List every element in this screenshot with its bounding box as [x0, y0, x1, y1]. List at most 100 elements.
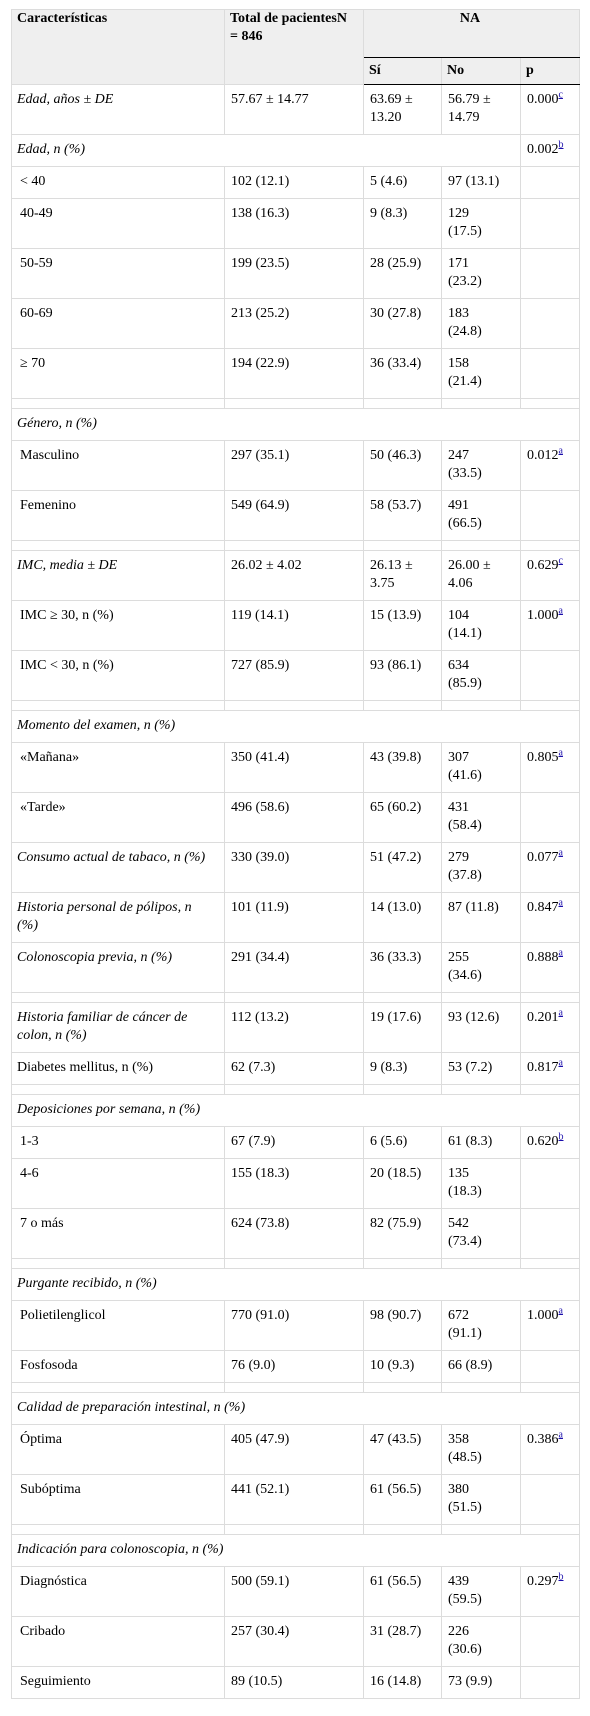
spacer-cell: [11, 398, 225, 409]
value-cell: 255 (34.6): [441, 942, 521, 993]
p-value: 0.620: [527, 1134, 559, 1149]
spacer-cell: [441, 540, 521, 551]
spacer-cell: [224, 540, 364, 551]
spacer-cell: [363, 992, 442, 1003]
value-cell: 330 (39.0): [224, 842, 364, 893]
table-body: Edad, años ± DE 57.67 ± 14.77 63.69 ± 13.2…: [10, 84, 581, 1699]
footnote-link[interactable]: a: [558, 747, 563, 759]
p-cell: 0.817a: [519, 1052, 581, 1085]
footnote-link[interactable]: a: [558, 1057, 563, 1069]
row-label: 7 o más: [11, 1208, 225, 1259]
row-label: «Tarde»: [11, 792, 225, 843]
value-cell: 9 (8.3): [363, 1052, 442, 1085]
value-cell: 624 (73.8): [224, 1208, 364, 1259]
footnote: a: [559, 1007, 563, 1018]
value-cell: 15 (13.9): [363, 600, 442, 651]
table-row: Calidad de preparación intestinal, n (%): [10, 1392, 581, 1425]
footnote: a: [559, 605, 563, 616]
p-cell: [519, 1474, 581, 1525]
p-cell: [519, 1208, 581, 1259]
row-label: Masculino: [11, 440, 225, 491]
spacer-cell: [441, 1524, 521, 1535]
table-row: 1-3 67 (7.9) 6 (5.6) 61 (8.3) 0.620b: [11, 1126, 581, 1159]
spacer-cell: [441, 1258, 521, 1269]
value-cell: 431 (58.4): [441, 792, 521, 843]
table-row: «Tarde» 496 (58.6) 65 (60.2) 431 (58.4): [11, 792, 581, 843]
spacer-cell: [519, 1382, 581, 1393]
value-cell: 279 (37.8): [441, 842, 521, 893]
spacer-cell: [11, 1258, 225, 1269]
value-cell: 36 (33.3): [363, 942, 442, 993]
data-table: Características Total de pacientesN = 84…: [10, 9, 581, 1699]
value-cell: 102 (12.1): [224, 166, 364, 199]
footnote-link[interactable]: a: [558, 1007, 563, 1019]
spacer-cell: [363, 540, 442, 551]
row-label: 60-69: [11, 298, 225, 349]
row-label: «Mañana»: [11, 742, 225, 793]
footnote-link[interactable]: b: [558, 1131, 564, 1143]
spacer-cell: [441, 398, 521, 409]
table-row: 7 o más 624 (73.8) 82 (75.9) 542 (73.4): [11, 1208, 581, 1259]
row-label: 1-3: [11, 1126, 225, 1159]
footnote-link[interactable]: a: [558, 1305, 563, 1317]
footnote-link[interactable]: a: [558, 1429, 563, 1441]
footnote-link[interactable]: a: [558, 445, 563, 457]
value-cell: 9 (8.3): [363, 198, 442, 249]
table-row: IMC, media ± DE 26.02 ± 4.02 26.13 ± 3.75 2…: [11, 550, 581, 601]
row-label: 4-6: [11, 1158, 225, 1209]
spacer-cell: [519, 700, 581, 711]
table-row: Edad, años ± DE 57.67 ± 14.77 63.69 ± 13.2…: [11, 84, 581, 135]
header-cell: p: [519, 57, 581, 85]
row-label: IMC ≥ 30, n (%): [11, 600, 225, 651]
value-cell: 14 (13.0): [363, 892, 442, 943]
footnote-link[interactable]: a: [558, 605, 563, 617]
row-label: Femenino: [11, 490, 225, 541]
value-cell: 16 (14.8): [363, 1666, 442, 1699]
p-cell: [519, 792, 581, 843]
footnote-link[interactable]: c: [558, 555, 563, 567]
footnote-link[interactable]: b: [558, 139, 564, 151]
row-label: Historia personal de pólipos, n (%): [11, 892, 225, 943]
value-cell: 199 (23.5): [224, 248, 364, 299]
p-cell: 0.629c: [519, 550, 581, 601]
value-cell: 257 (30.4): [224, 1616, 364, 1667]
value-cell: 358 (48.5): [441, 1424, 521, 1475]
spacer-cell: [224, 398, 364, 409]
footnote-link[interactable]: b: [558, 1571, 564, 1583]
footnote-link[interactable]: c: [558, 89, 563, 101]
row-label: Cribado: [11, 1616, 225, 1667]
value-cell: 226 (30.6): [441, 1616, 521, 1667]
value-cell: 104 (14.1): [441, 600, 521, 651]
p-cell: 0.002b: [519, 134, 581, 167]
spacer-cell: [224, 700, 364, 711]
p-cell: [519, 490, 581, 541]
value-cell: 672 (91.1): [441, 1300, 521, 1351]
row-label: Colonoscopia previa, n (%): [11, 942, 225, 993]
p-cell: [519, 298, 581, 349]
footnote-link[interactable]: a: [558, 897, 563, 909]
value-cell: 297 (35.1): [224, 440, 364, 491]
value-cell: 770 (91.0): [224, 1300, 364, 1351]
p-value: 0.817: [527, 1060, 559, 1075]
footnote-link[interactable]: a: [558, 947, 563, 959]
row-label: Historia familiar de cáncer de colon, n …: [11, 1002, 225, 1053]
spacer-cell: [441, 992, 521, 1003]
spacer-cell: [519, 398, 581, 409]
p-cell: [519, 348, 581, 399]
p-value: 0.629: [527, 558, 559, 573]
row-label: Deposiciones por semana, n (%): [10, 1094, 581, 1127]
p-cell: 0.620b: [519, 1126, 581, 1159]
row-label: IMC, media ± DE: [11, 550, 225, 601]
row-label: Seguimiento: [11, 1666, 225, 1699]
p-cell: 0.888a: [519, 942, 581, 993]
table-row: Indicación para colonoscopia, n (%): [10, 1534, 581, 1567]
header-cell: Características: [11, 9, 225, 85]
value-cell: 47 (43.5): [363, 1424, 442, 1475]
spacer-row: [11, 540, 581, 551]
spacer-cell: [224, 1382, 364, 1393]
spacer-cell: [224, 1084, 364, 1095]
value-cell: 10 (9.3): [363, 1350, 442, 1383]
spacer-cell: [11, 1382, 225, 1393]
footnote-link[interactable]: a: [558, 847, 563, 859]
